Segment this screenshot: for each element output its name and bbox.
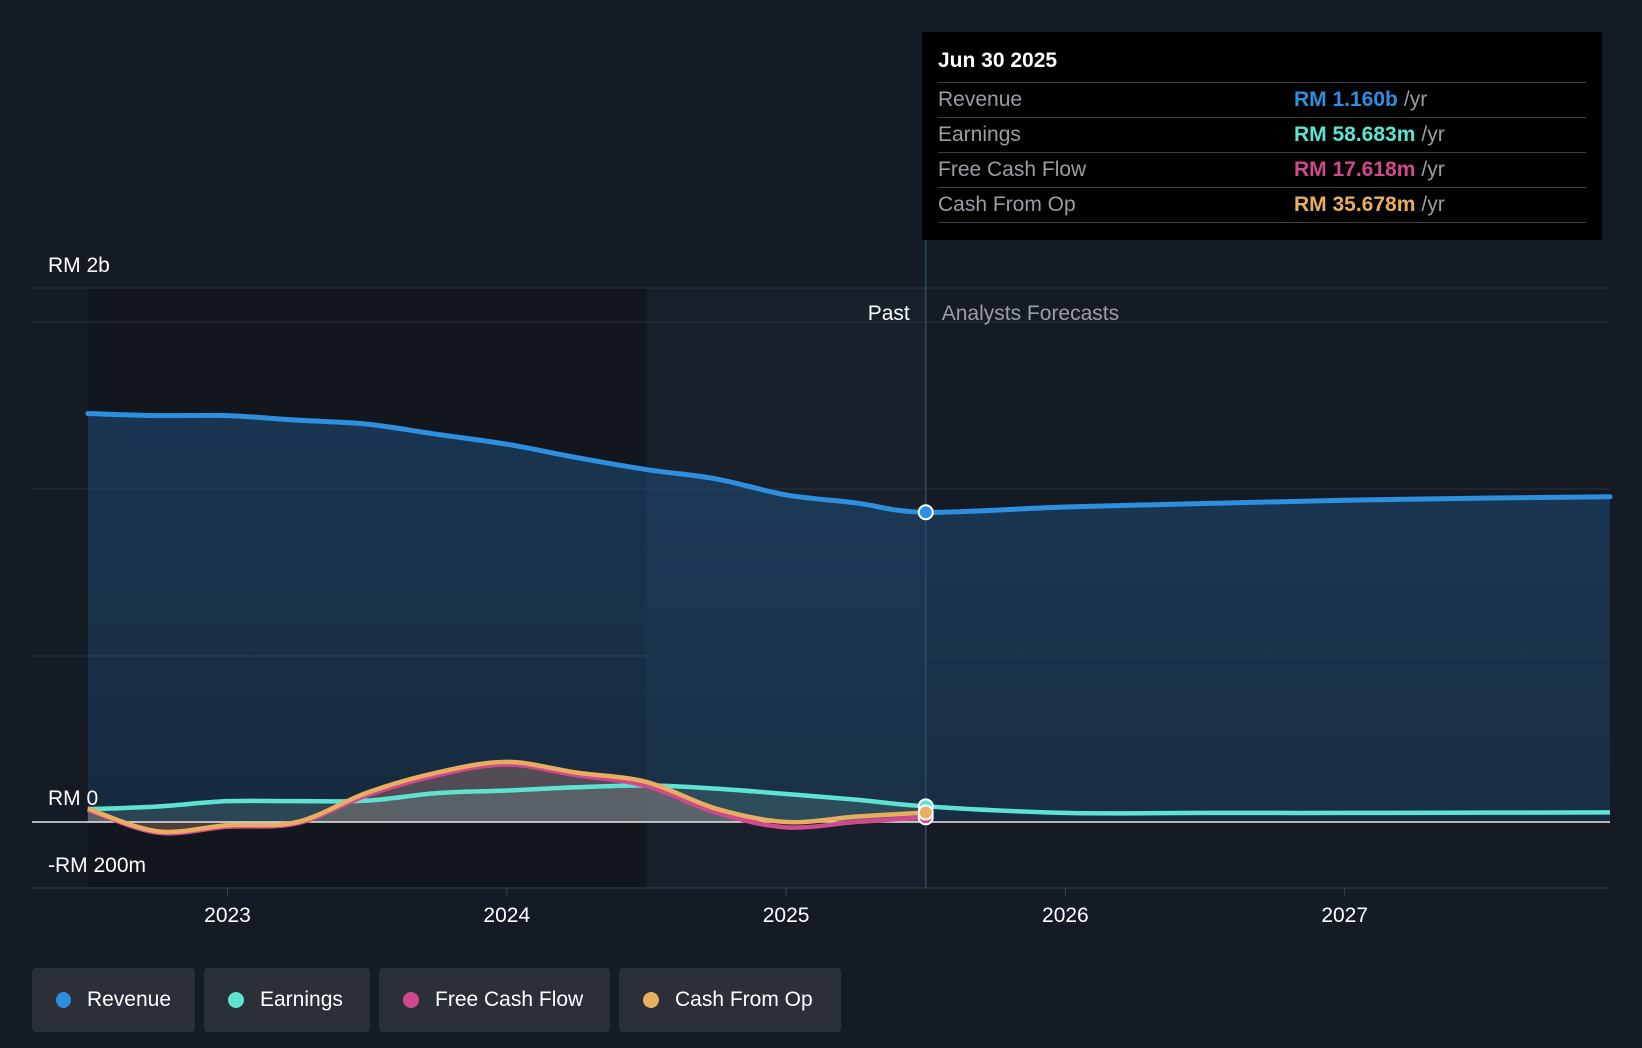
y-tick-label-2b: RM 2b <box>48 254 110 277</box>
legend-item-free-cash-flow[interactable]: Free Cash Flow <box>379 968 610 1032</box>
tooltip-row-earnings: Earnings RM 58.683m /yr <box>938 118 1586 153</box>
legend-label: Free Cash Flow <box>435 988 584 1011</box>
legend-label: Revenue <box>86 988 171 1011</box>
revenue-dot-icon <box>56 992 71 1008</box>
revenue-point <box>917 504 934 521</box>
legend-item-cash-from-op[interactable]: Cash From Op <box>619 968 841 1032</box>
tooltip-unit: /yr <box>1403 88 1428 111</box>
chart-canvas: RM 2b RM 0 -RM 200m 2023 2024 2025 2026 2027 Pas… <box>32 240 1613 927</box>
tooltip-label: Free Cash Flow <box>938 158 1087 181</box>
legend-label: Earnings <box>260 988 343 1011</box>
free-cash-flow-dot-icon <box>403 992 419 1008</box>
earnings-dot-icon <box>228 992 244 1008</box>
tooltip-label: Earnings <box>938 123 1021 146</box>
y-tick-label-minus-200m: -RM 200m <box>48 854 146 877</box>
y-tick-label-0: RM 0 <box>48 787 98 810</box>
x-tick-label: 2025 <box>763 904 810 927</box>
x-tick-label: 2023 <box>204 904 251 927</box>
tooltip-label: Cash From Op <box>938 193 1076 216</box>
tooltip-unit: /yr <box>1421 158 1445 181</box>
tooltip-value: RM 1.160b <box>1294 88 1398 111</box>
x-tick-label: 2026 <box>1042 904 1089 927</box>
legend-label: Cash From Op <box>675 988 813 1011</box>
cash-from-op-line <box>87 759 926 835</box>
tooltip-value: RM 35.678m <box>1294 193 1416 216</box>
tooltip-date: Jun 30 2025 <box>938 46 1586 83</box>
x-tick-label: 2027 <box>1321 904 1368 927</box>
tooltip-unit: /yr <box>1421 123 1445 146</box>
revenue-line <box>85 410 1613 515</box>
forecast-label: Analysts Forecasts <box>942 302 1119 325</box>
cash-from-op-dot-icon <box>643 992 659 1008</box>
revenue-area <box>87 413 1611 822</box>
legend: Revenue Earnings Free Cash Flow Cash Fro… <box>32 968 841 1032</box>
earnings-line <box>87 783 1611 816</box>
tooltip-row-revenue: Revenue RM 1.160b /yr <box>938 83 1586 118</box>
tooltip: Jun 30 2025 Revenue RM 1.160b /yr Earnin… <box>922 32 1602 240</box>
tooltip-row-cash-from-op: Cash From Op RM 35.678m /yr <box>938 188 1586 223</box>
legend-item-earnings[interactable]: Earnings <box>204 968 370 1032</box>
tooltip-value: RM 58.683m <box>1294 123 1416 146</box>
cash-from-op-point <box>917 804 934 821</box>
tooltip-unit: /yr <box>1421 193 1445 216</box>
tooltip-row-free-cash-flow: Free Cash Flow RM 17.618m /yr <box>938 153 1586 188</box>
x-tick-label: 2024 <box>483 904 530 927</box>
legend-item-revenue[interactable]: Revenue <box>32 968 195 1032</box>
tooltip-label: Revenue <box>938 88 1023 111</box>
past-label: Past <box>868 302 910 325</box>
tooltip-value: RM 17.618m <box>1294 158 1416 181</box>
